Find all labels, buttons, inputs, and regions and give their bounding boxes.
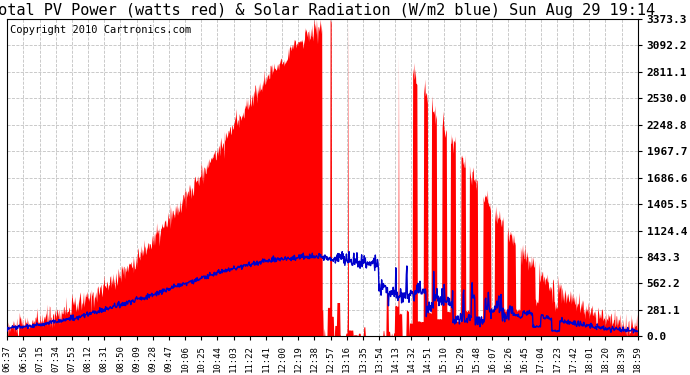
Title: Total PV Power (watts red) & Solar Radiation (W/m2 blue) Sun Aug 29 19:14: Total PV Power (watts red) & Solar Radia… (0, 3, 656, 18)
Text: Copyright 2010 Cartronics.com: Copyright 2010 Cartronics.com (10, 25, 192, 35)
